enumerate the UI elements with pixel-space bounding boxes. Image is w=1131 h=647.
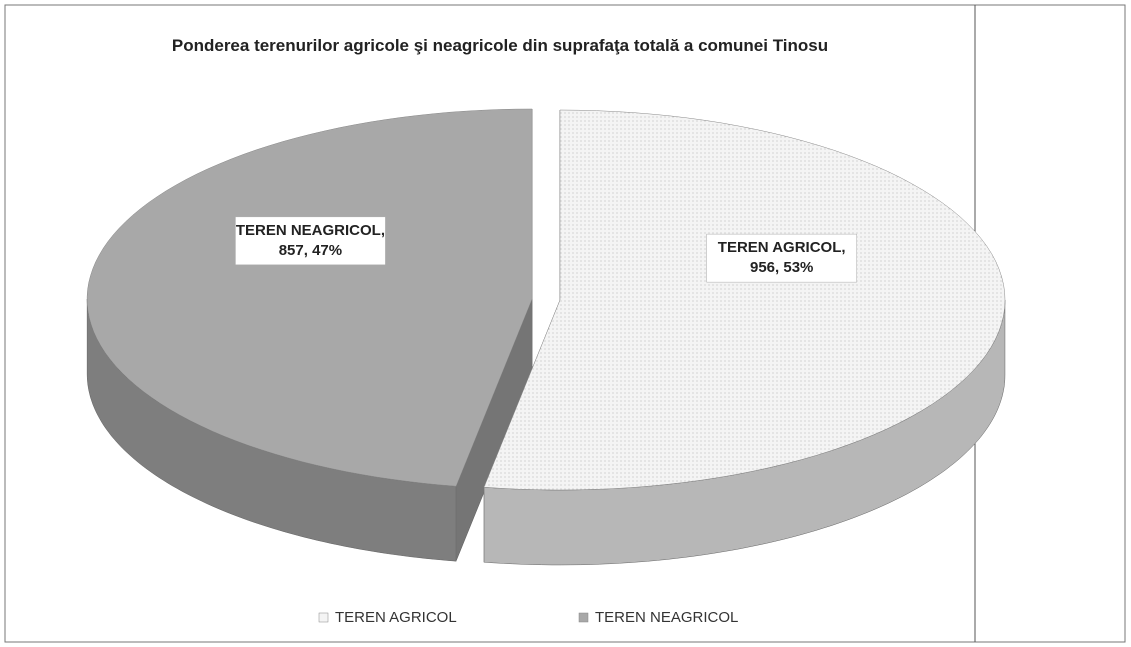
data-label-box (235, 216, 386, 266)
chart-title: Ponderea terenurilor agricole şi neagric… (171, 36, 829, 55)
slice (86, 108, 533, 487)
slice-texture (484, 110, 1005, 490)
data-label: TEREN NEAGRICOL, (236, 222, 385, 239)
chart-frame (4, 4, 1126, 643)
legend-label: TEREN AGRICOL (335, 609, 457, 626)
data-label: TEREN AGRICOL, (718, 239, 846, 256)
slice-wall-shade (456, 299, 533, 562)
data-label: 956, 53% (750, 259, 813, 276)
legend-swatch (578, 612, 589, 623)
slice-side-shade (87, 299, 457, 562)
legend-swatch (318, 612, 329, 623)
data-label-box (706, 233, 857, 283)
data-label: 857, 47% (279, 242, 342, 259)
slice-side-shade (484, 300, 1005, 565)
legend-label: TEREN NEAGRICOL (595, 609, 738, 626)
